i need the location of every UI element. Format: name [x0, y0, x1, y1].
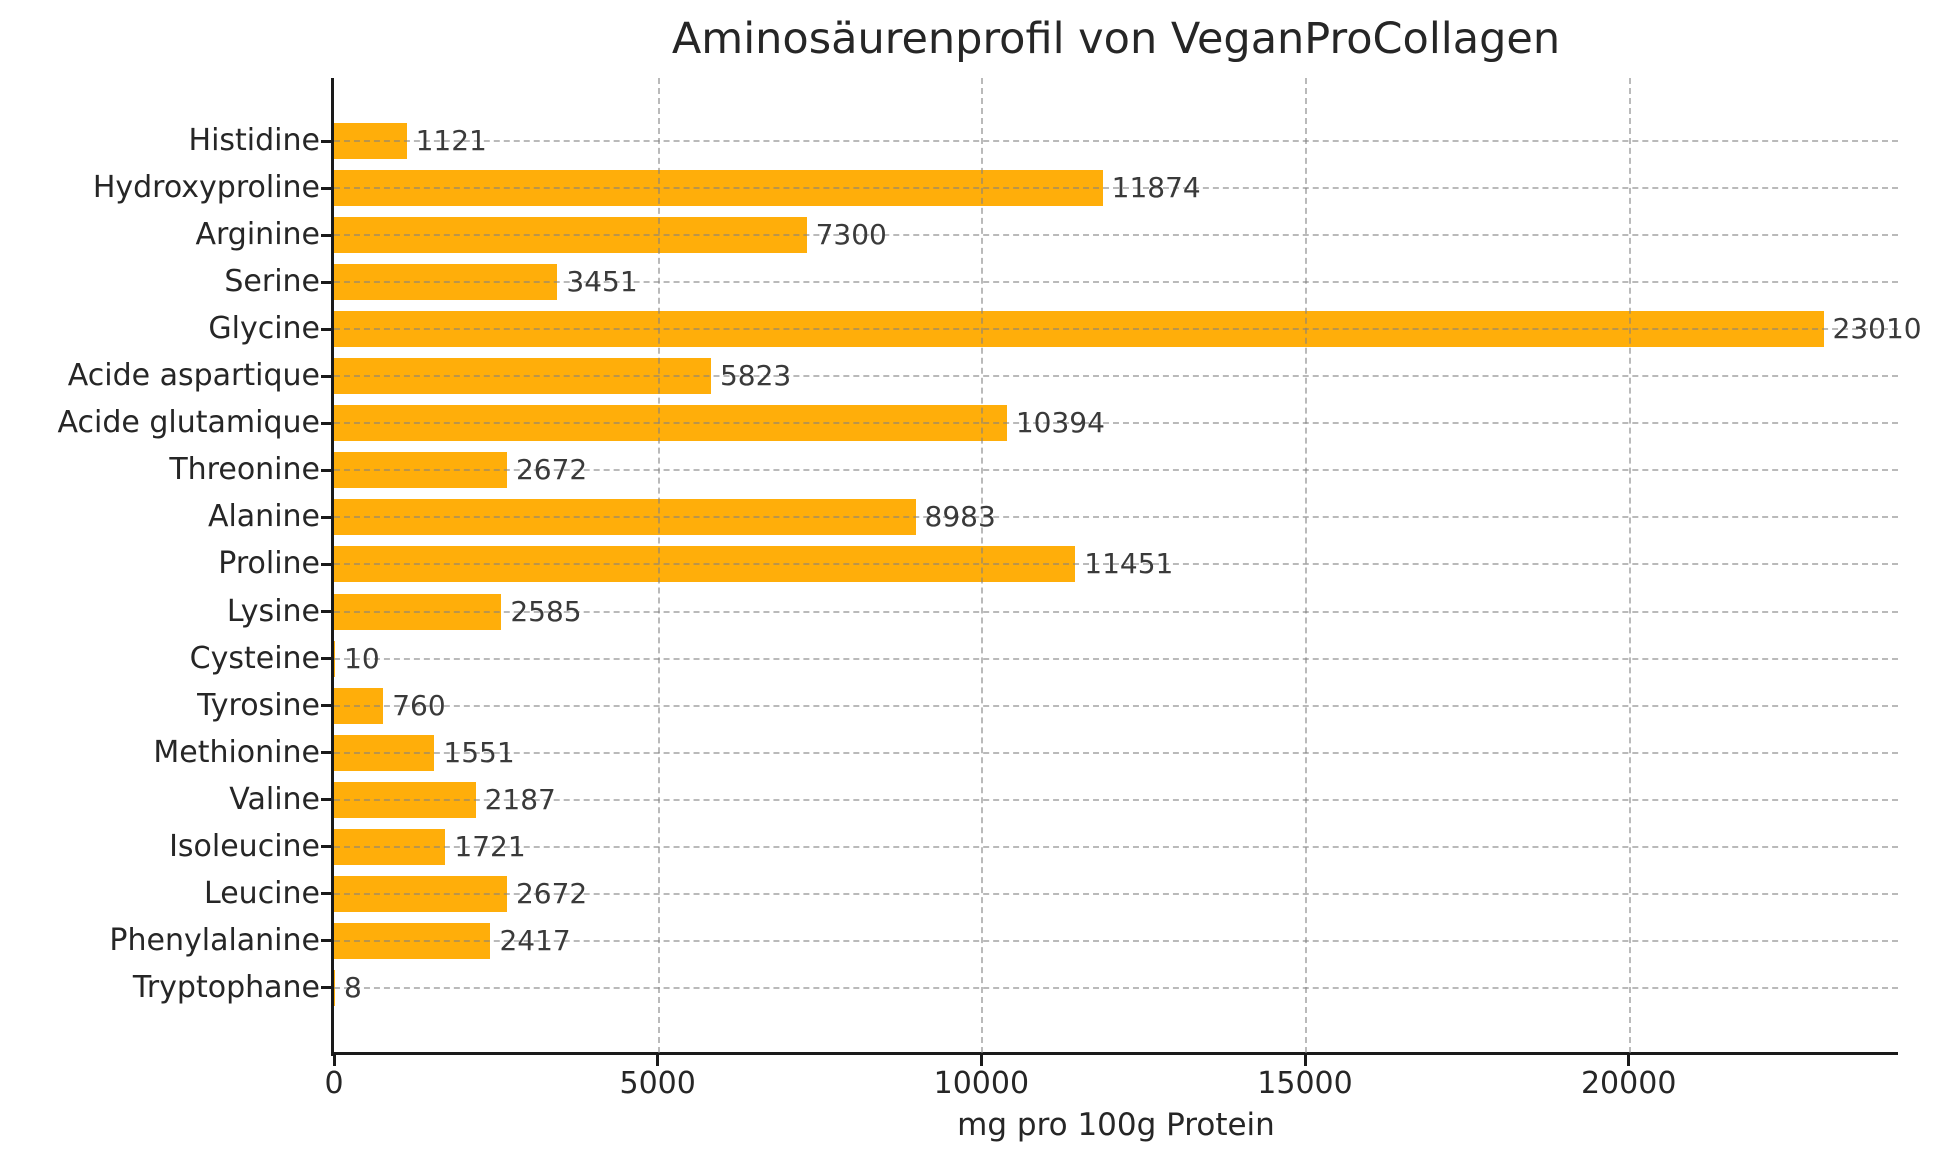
y-tick-mark — [321, 468, 332, 472]
y-tick-label: Alanine — [207, 499, 320, 535]
bar-value-label: 7300 — [815, 218, 887, 252]
gridline-horizontal — [334, 234, 1898, 237]
y-tick-label: Hydroxyproline — [92, 170, 320, 206]
y-axis-spine — [331, 78, 334, 1056]
y-tick-label: Cysteine — [189, 640, 320, 676]
y-tick-label: Isoleucine — [169, 828, 320, 864]
plot-area: 1121 11874 7300 3451 23010 5823 10394 2672 8983 1… — [334, 78, 1922, 1053]
bar-value-label: 10394 — [1015, 406, 1105, 440]
bar-value-label: 11874 — [1111, 171, 1201, 205]
bar-value-label: 8 — [344, 970, 362, 1004]
gridline-horizontal — [334, 516, 1898, 519]
bar-value-label: 23010 — [1832, 312, 1922, 346]
bar-value-label: 1721 — [454, 829, 526, 863]
gridline-horizontal — [334, 704, 1898, 707]
x-tick-mark — [1303, 1055, 1307, 1066]
y-tick-label: Lysine — [226, 593, 320, 629]
y-tick-label: Serine — [224, 264, 320, 300]
chart-title: Aminosäurenprofil von VeganProCollagen — [671, 14, 1561, 64]
y-tick-mark — [321, 562, 332, 566]
y-tick-label: Threonine — [169, 452, 320, 488]
y-tick-mark — [321, 798, 332, 802]
y-tick-mark — [321, 280, 332, 284]
gridline-horizontal — [334, 610, 1898, 613]
gridline-horizontal — [334, 939, 1898, 942]
x-axis-spine — [331, 1052, 1898, 1055]
bar-value-label: 11451 — [1084, 547, 1174, 581]
x-tick-label: 5000 — [619, 1066, 696, 1101]
gridline-horizontal — [334, 469, 1898, 472]
bar-value-label: 2417 — [499, 923, 571, 957]
y-tick-mark — [321, 233, 332, 237]
gridline-horizontal — [334, 986, 1898, 989]
y-tick-label: Methionine — [153, 734, 320, 770]
y-tick-label: Leucine — [204, 875, 320, 911]
bar-value-label: 2187 — [484, 782, 556, 816]
gridline-horizontal — [334, 375, 1898, 378]
gridline-vertical — [1305, 78, 1308, 1053]
y-tick-mark — [321, 374, 332, 378]
gridline-vertical — [1628, 78, 1631, 1053]
y-tick-mark — [321, 421, 332, 425]
gridline-horizontal — [334, 140, 1898, 142]
gridline-vertical — [657, 78, 660, 1053]
y-tick-mark — [321, 515, 332, 519]
gridline-horizontal — [334, 751, 1898, 754]
y-tick-label: Glycine — [208, 311, 320, 347]
bar-value-label: 760 — [392, 688, 446, 722]
x-axis-label: mg pro 100g Protein — [957, 1107, 1275, 1143]
x-tick-mark — [332, 1055, 336, 1066]
bar-value-label: 2672 — [515, 453, 588, 487]
x-tick-label: 0 — [324, 1066, 344, 1101]
y-tick-label: Phenylalanine — [109, 922, 320, 958]
gridline-vertical — [981, 78, 984, 1053]
bar-value-label: 1551 — [443, 735, 515, 769]
y-tick-label: Histidine — [188, 123, 320, 158]
x-tick-label: 20000 — [1580, 1066, 1677, 1101]
bar-value-label: 8983 — [924, 500, 996, 534]
y-tick-label: Acide glutamique — [57, 405, 320, 441]
bar-value-label: 5823 — [719, 359, 792, 393]
gridline-horizontal — [334, 281, 1898, 284]
x-tick-mark — [656, 1055, 660, 1066]
x-tick-mark — [979, 1055, 983, 1066]
y-tick-label: Tryptophane — [132, 969, 320, 1005]
y-tick-mark — [321, 939, 332, 943]
gridline-horizontal — [334, 563, 1898, 566]
gridline-horizontal — [334, 798, 1898, 801]
bar-value-label: 10 — [344, 641, 380, 675]
gridline-horizontal — [334, 187, 1898, 190]
y-tick-mark — [321, 657, 332, 661]
gridline-horizontal — [334, 892, 1898, 895]
y-tick-label: Valine — [229, 781, 320, 817]
bar-value-label: 2585 — [510, 594, 582, 628]
x-tick-label: 10000 — [933, 1066, 1030, 1101]
y-tick-mark — [321, 892, 332, 896]
y-tick-mark — [321, 327, 332, 331]
gridline-horizontal — [334, 328, 1898, 331]
bar-value-label: 1121 — [415, 124, 487, 157]
y-tick-mark — [321, 704, 332, 708]
y-tick-label: Acide aspartique — [67, 358, 320, 394]
gridline-horizontal — [334, 657, 1898, 660]
x-tick-mark — [1627, 1055, 1631, 1066]
y-tick-mark — [321, 186, 332, 190]
y-tick-mark — [321, 610, 332, 613]
y-tick-mark — [321, 986, 332, 990]
gridline-horizontal — [334, 422, 1898, 425]
y-tick-mark — [321, 751, 332, 755]
y-tick-label: Tyrosine — [197, 687, 320, 723]
y-tick-label: Arginine — [195, 217, 320, 253]
bar-value-label: 3451 — [566, 265, 638, 299]
bar-value-label: 2672 — [515, 876, 588, 910]
gridline-horizontal — [334, 845, 1898, 848]
x-tick-label: 15000 — [1257, 1066, 1353, 1101]
y-tick-mark — [321, 139, 332, 143]
y-tick-label: Proline — [218, 546, 320, 582]
y-tick-mark — [321, 845, 332, 849]
